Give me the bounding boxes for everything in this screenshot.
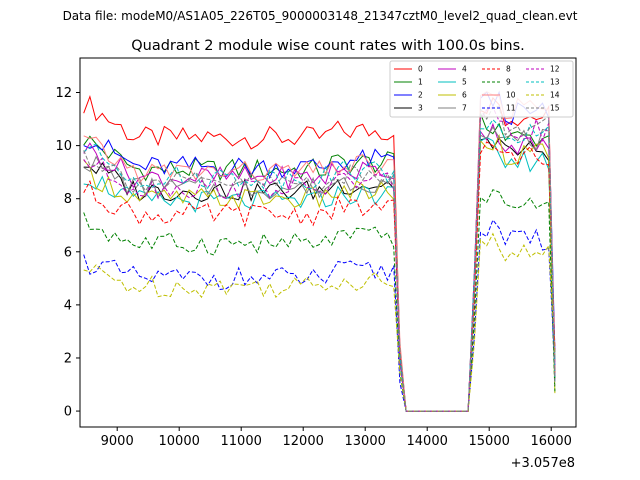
legend-label-15: 15 [550,104,560,113]
x-tick-label: 15000 [469,434,510,449]
legend-label-7: 7 [462,104,467,113]
legend-label-1: 1 [418,78,423,87]
x-tick-label: 12000 [283,434,324,449]
series-line-9 [83,189,556,412]
legend-label-14: 14 [550,91,560,100]
x-tick-label: 11000 [221,434,262,449]
y-tick-label: 4 [64,298,72,313]
legend-label-3: 3 [418,104,423,113]
legend-label-11: 11 [506,104,516,113]
y-axis: 0 2 4 6 8 10 12 [55,86,80,420]
legend-label-10: 10 [506,91,516,100]
series-line-14 [83,232,556,412]
y-tick-label: 10 [55,139,72,154]
legend-box [389,60,574,118]
x-tick-label: 10000 [159,434,200,449]
y-tick-label: 6 [64,245,72,260]
y-tick-label: 12 [55,86,72,101]
series-line-11 [83,218,556,412]
legend-label-5: 5 [462,78,467,87]
x-tick-label: 16000 [531,434,572,449]
chart-title: Quadrant 2 module wise count rates with … [131,38,525,54]
x-offset-label: +3.057e8 [511,456,575,471]
y-tick-label: 2 [64,351,72,366]
x-tick-label: 9000 [101,434,134,449]
x-tick-label: 14000 [407,434,448,449]
legend-label-9: 9 [506,78,511,87]
suptitle: Data file: modeM0/AS1A05_226T05_90000031… [63,9,578,23]
y-tick-label: 8 [64,192,72,207]
axes-frame [79,57,577,428]
plot-lines [83,90,556,412]
legend-label-6: 6 [462,91,467,100]
x-tick-label: 13000 [345,434,386,449]
y-tick-label: 0 [64,405,72,420]
legend-label-4: 4 [462,65,467,74]
legend-label-8: 8 [506,65,511,74]
series-line-8 [83,141,556,412]
series-line-7 [83,126,556,412]
legend-label-0: 0 [418,65,423,74]
legend-label-2: 2 [418,91,423,100]
x-axis: 9000 10000 11000 12000 13000 14000 15000 16000 [101,427,572,449]
series-line-13 [83,118,556,412]
legend-label-12: 12 [550,65,560,74]
series-line-15 [83,105,556,412]
legend-label-13: 13 [550,78,560,87]
